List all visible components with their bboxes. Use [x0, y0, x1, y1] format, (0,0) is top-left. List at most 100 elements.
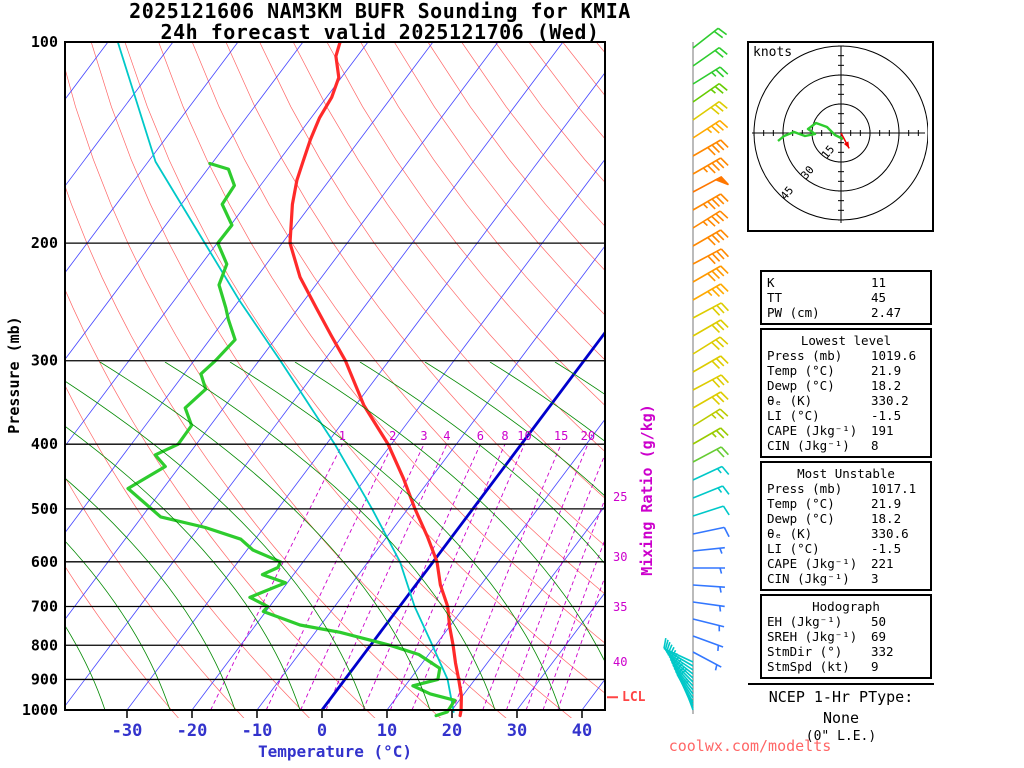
pressure-tick-label: 700 — [31, 598, 58, 616]
hodograph-panel: 15 30 45 knots — [747, 41, 934, 232]
stat-row: θₑ (K) 330.2 — [767, 393, 925, 408]
wind-barb — [692, 210, 729, 229]
wind-barb — [692, 82, 728, 103]
most-unstable-rows: Press (mb) 1017.1 Temp (°C) 21.9 Dewp (°C) 18… — [767, 481, 925, 586]
wind-barb — [692, 465, 730, 481]
wind-barb — [692, 336, 729, 355]
wind-barb — [692, 374, 730, 391]
title-line2: 24h forecast valid 2025121706 (Wed) — [160, 20, 600, 44]
wind-barb — [692, 302, 730, 319]
lowest-level-box: Lowest level Press (mb) 1019.6 Temp (°C) 21… — [760, 328, 932, 458]
page-title: 2025121606 NAM3KM BUFR Sounding for KMIA… — [0, 1, 760, 43]
hodograph-stats-box: Hodograph EH (Jkg⁻¹) 50 SREH (Jkg⁻¹) 69 StmD… — [760, 594, 932, 679]
stat-row: Temp (°C) 21.9 — [767, 496, 925, 511]
stat-row: K 11 — [767, 275, 925, 290]
wind-barb — [692, 546, 725, 554]
stat-label: CIN (Jkg⁻¹) — [767, 571, 850, 586]
mixing-ratio-label: 8 — [501, 429, 508, 443]
wind-barb — [692, 157, 729, 175]
wind-barb — [692, 505, 730, 517]
stat-row: TT 45 — [767, 290, 925, 305]
stat-label: LI (°C) — [767, 408, 820, 423]
stat-value: 2.47 — [871, 305, 902, 320]
stat-row: CAPE (Jkg⁻¹) 191 — [767, 423, 925, 438]
wind-barb — [692, 319, 729, 337]
mixing-ratio-axis-title: Mixing Ratio (g/kg) — [638, 404, 656, 576]
wind-barb — [692, 248, 730, 265]
mixing-ratio-label-right: 35 — [613, 600, 627, 614]
mixing-ratio-label-right: 25 — [613, 490, 627, 504]
temperature-tick-label: 30 — [507, 721, 527, 741]
stat-label: Temp (°C) — [767, 496, 835, 511]
pressure-tick-label: 400 — [31, 435, 58, 453]
stat-label: PW (cm) — [767, 305, 820, 320]
stat-value: 21.9 — [871, 363, 902, 378]
stat-value: 332 — [871, 644, 894, 659]
wind-barb — [692, 601, 725, 612]
stat-label: Dewp (°C) — [767, 378, 835, 393]
wind-barb — [692, 526, 730, 538]
stat-value: 191 — [871, 423, 894, 438]
pressure-tick-label: 800 — [31, 636, 58, 654]
stat-value: 50 — [871, 614, 887, 629]
hodograph-ring-label: 15 — [819, 143, 837, 162]
stat-label: StmSpd (kt) — [767, 659, 850, 674]
wind-barb — [692, 408, 729, 427]
stat-label: Press (mb) — [767, 348, 843, 363]
ptype-title: NCEP 1-Hr PType: — [768, 688, 914, 706]
stat-value: 11 — [871, 275, 887, 290]
wind-barb — [692, 46, 728, 67]
stat-label: θₑ (K) — [767, 393, 813, 408]
lowest-level-rows: Press (mb) 1019.6 Temp (°C) 21.9 Dewp (°C) 18… — [767, 348, 925, 453]
mixing-ratio-label-right: 30 — [613, 550, 627, 564]
stat-label: Press (mb) — [767, 481, 843, 496]
stat-label: CAPE (Jkg⁻¹) — [767, 556, 858, 571]
mixing-ratio-label: 4 — [443, 429, 450, 443]
hodograph-stats-rows: EH (Jkg⁻¹) 50 SREH (Jkg⁻¹) 69 StmDir (°) 332 S… — [767, 614, 925, 674]
pressure-tick-label: 600 — [31, 553, 58, 571]
stat-value: 9 — [871, 659, 879, 674]
stat-label: LI (°C) — [767, 541, 820, 556]
stats-panel: K 11 TT 45 PW (cm) 2.47 Lowest level Press (m… — [760, 270, 932, 682]
stat-row: Dewp (°C) 18.2 — [767, 511, 925, 526]
stat-value: 330.6 — [871, 526, 909, 541]
stat-row: CIN (Jkg⁻¹) 8 — [767, 438, 925, 453]
temperature-tick-label: -30 — [112, 721, 143, 741]
stat-value: -1.5 — [871, 408, 902, 423]
stat-value: 45 — [871, 290, 887, 305]
stat-label: CIN (Jkg⁻¹) — [767, 438, 850, 453]
mixing-ratio-label: 20 — [581, 429, 595, 443]
mixing-ratio-label: 1 — [339, 429, 346, 443]
stat-row: Temp (°C) 21.9 — [767, 363, 925, 378]
wind-barb — [692, 391, 729, 409]
pressure-tick-label: 1000 — [22, 701, 58, 719]
watermark-link: coolwx.com/modelts — [668, 737, 832, 755]
indices-box: K 11 TT 45 PW (cm) 2.47 — [760, 270, 932, 325]
pressure-tick-label: 100 — [31, 33, 58, 51]
stat-label: Temp (°C) — [767, 363, 835, 378]
stat-row: CAPE (Jkg⁻¹) 221 — [767, 556, 925, 571]
mixing-ratio-label-right: 40 — [613, 655, 627, 669]
stat-value: 330.2 — [871, 393, 909, 408]
stat-value: 1019.6 — [871, 348, 917, 363]
temperature-tick-label: 0 — [317, 721, 327, 741]
most-unstable-box: Most Unstable Press (mb) 1017.1 Temp (°C) 2… — [760, 461, 932, 591]
wind-barb — [664, 639, 694, 667]
temperature-tick-label: 20 — [442, 721, 462, 741]
stat-row: SREH (Jkg⁻¹) 69 — [767, 629, 925, 644]
stat-value: 221 — [871, 556, 894, 571]
stat-row: Dewp (°C) 18.2 — [767, 378, 925, 393]
temperature-tick-label: 40 — [572, 721, 592, 741]
most-unstable-header: Most Unstable — [797, 466, 895, 481]
wind-barb — [681, 679, 694, 711]
mixing-ratio-label: 10 — [517, 429, 531, 443]
stat-label: SREH (Jkg⁻¹) — [767, 629, 858, 644]
mixing-ratio-label: 6 — [477, 429, 484, 443]
wind-barb — [692, 651, 722, 671]
stat-value: 18.2 — [871, 511, 902, 526]
hodograph-ring-label: 30 — [798, 163, 816, 182]
mixing-ratio-label: 2 — [389, 429, 396, 443]
pressure-tick-label: 200 — [31, 234, 58, 252]
